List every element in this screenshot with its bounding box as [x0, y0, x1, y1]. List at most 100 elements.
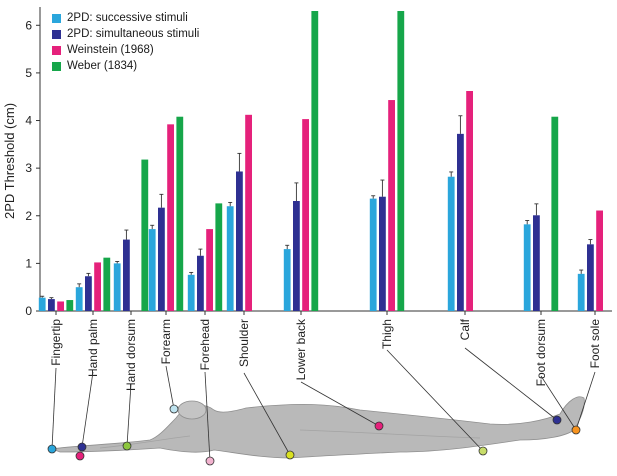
- bar: [369, 198, 377, 311]
- bar: [283, 249, 291, 311]
- bar: [236, 171, 243, 311]
- bar: [158, 207, 165, 311]
- bar: [388, 100, 395, 311]
- body-marker: [205, 456, 215, 466]
- y-tick-label: 6: [25, 18, 32, 32]
- body-marker: [374, 421, 384, 431]
- leader-line: [575, 371, 596, 431]
- bar: [215, 203, 223, 311]
- legend-label: 2PD: successive stimuli: [67, 12, 188, 24]
- x-tick-label: Forearm: [159, 319, 173, 364]
- bar: [167, 124, 174, 311]
- x-tick-label: Foot dorsum: [534, 319, 548, 386]
- bar: [379, 196, 386, 311]
- y-tick-label: 4: [25, 114, 32, 128]
- y-axis-label: 2PD Threshold (cm): [2, 103, 17, 219]
- leg-contour: [299, 429, 481, 439]
- bar: [38, 297, 46, 311]
- body-marker: [285, 450, 295, 460]
- bar: [85, 276, 92, 311]
- body-marker: [552, 415, 562, 425]
- body-marker: [571, 425, 581, 435]
- bar: [447, 176, 455, 311]
- legend-item-successive: 2PD: successive stimuli: [52, 10, 199, 26]
- leader-line: [165, 365, 175, 410]
- legend-swatch: [52, 13, 61, 23]
- x-tick-label: Fingertip: [49, 319, 63, 366]
- legend-swatch: [52, 61, 61, 71]
- y-tick-label: 0: [25, 304, 32, 318]
- body-marker: [75, 451, 85, 461]
- bar: [596, 210, 603, 311]
- bar: [523, 224, 531, 311]
- bar: [197, 255, 204, 311]
- human-body-supine-icon: [50, 396, 585, 459]
- legend-label: 2PD: simultaneous stimuli: [67, 28, 200, 40]
- legend-swatch: [52, 29, 61, 39]
- x-tick-label: Calf: [458, 318, 472, 340]
- legend-item-simultaneous: 2PD: simultaneous stimuli: [52, 26, 199, 42]
- x-tick-label: Hand palm: [86, 319, 100, 377]
- leader-line: [81, 371, 94, 448]
- arm-contour: [99, 435, 191, 449]
- bar: [302, 119, 309, 311]
- legend: 2PD: successive stimuli 2PD: simultaneou…: [52, 10, 199, 74]
- leader-line: [51, 367, 57, 450]
- bar: [245, 114, 252, 311]
- legend-label: Weber (1834): [67, 60, 138, 72]
- bar: [148, 229, 156, 311]
- bar: [577, 273, 585, 311]
- body-marker: [478, 446, 488, 456]
- leader-line: [540, 375, 577, 431]
- bar: [141, 159, 149, 311]
- legend-item-weber: Weber (1834): [52, 58, 199, 74]
- leader-line: [126, 383, 132, 447]
- bar: [206, 229, 213, 311]
- bar: [293, 201, 300, 311]
- x-tick-label: Foot sole: [588, 319, 602, 369]
- body-marker: [47, 444, 57, 454]
- y-tick-label: 2: [25, 209, 32, 223]
- leader-line: [243, 372, 291, 456]
- x-tick-label: Thigh: [380, 319, 394, 349]
- bar: [551, 116, 559, 311]
- bar: [57, 301, 64, 311]
- body-marker: [77, 442, 87, 452]
- x-tick-label: Lower back: [294, 318, 308, 380]
- bar: [466, 91, 473, 311]
- head: [177, 400, 207, 420]
- bar: [66, 300, 74, 311]
- bar: [75, 287, 83, 311]
- bars: [38, 11, 603, 311]
- bar: [187, 274, 195, 311]
- x-tick-label: Forehead: [198, 319, 212, 370]
- bar: [113, 263, 121, 311]
- bar: [103, 257, 111, 311]
- x-tick-label: Hand dorsum: [124, 319, 138, 391]
- body-marker: [122, 441, 132, 451]
- y-tick-label: 5: [25, 66, 32, 80]
- y-tick-label: 1: [25, 256, 32, 270]
- leader-line: [300, 381, 380, 427]
- bar: [397, 11, 405, 311]
- leader-line: [464, 347, 558, 421]
- bar: [457, 133, 464, 311]
- legend-label: Weinstein (1968): [67, 44, 154, 56]
- body-illustration: [50, 396, 585, 459]
- axes: 0 1 2 3 4 5 6 2PD Threshold (cm) Fingertip Hand p…: [2, 7, 612, 391]
- leader-line: [386, 349, 484, 452]
- body-marker: [169, 404, 179, 414]
- legend-item-weinstein: Weinstein (1968): [52, 42, 199, 58]
- bar: [311, 11, 319, 311]
- y-tick-label: 3: [25, 161, 32, 175]
- legend-swatch: [52, 45, 61, 55]
- bar: [226, 206, 234, 311]
- leader-line: [204, 371, 211, 462]
- bar: [176, 116, 184, 311]
- bar: [123, 239, 130, 311]
- x-tick-label: Shoulder: [237, 319, 251, 367]
- bar: [533, 215, 540, 311]
- bar: [94, 262, 101, 311]
- leader-lines: [47, 347, 596, 466]
